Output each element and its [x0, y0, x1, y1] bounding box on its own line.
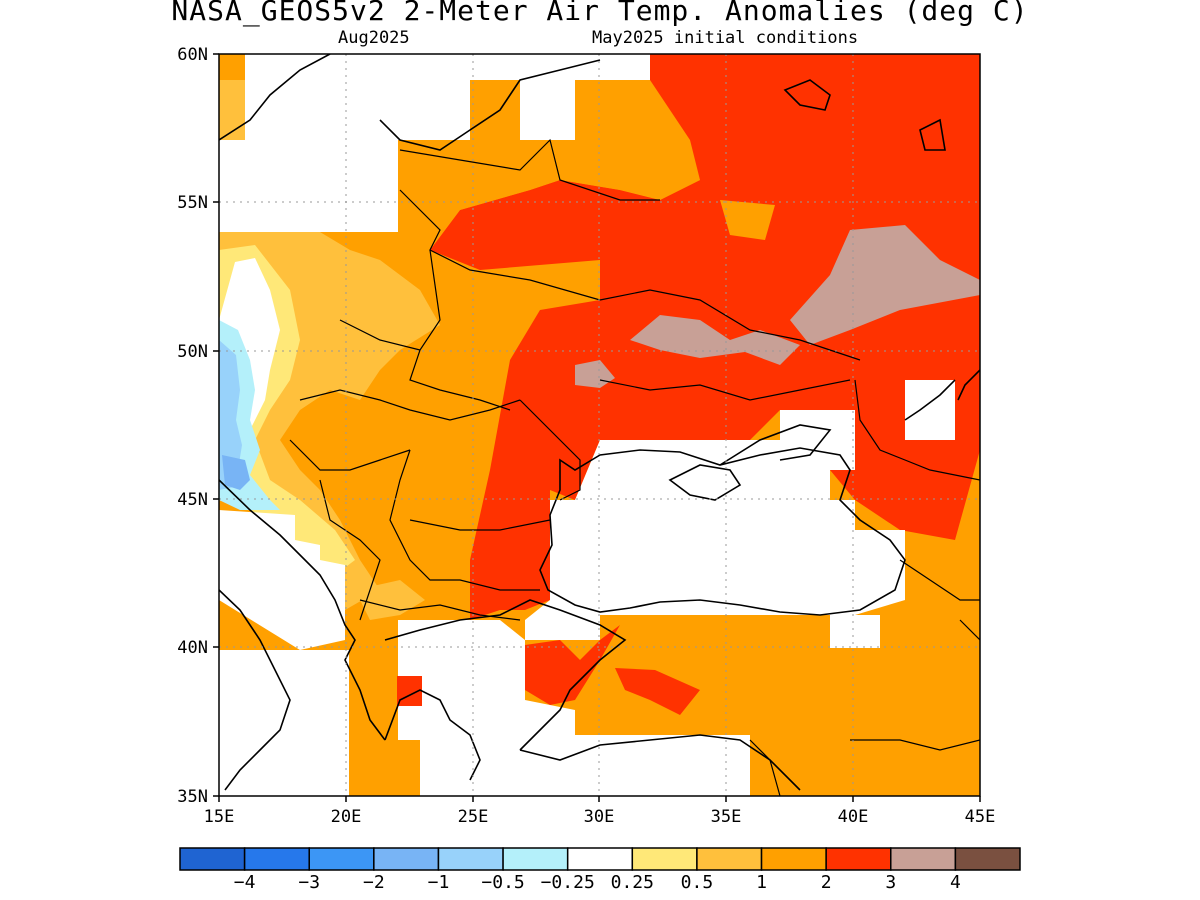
- gridlines: [219, 54, 980, 796]
- border-line: [519, 399, 581, 501]
- lon-tick-label: 35E: [711, 807, 742, 827]
- aegean-coast: [384, 599, 627, 751]
- colorbar-swatch: [825, 847, 892, 871]
- shade-1-to-2: [398, 80, 700, 250]
- colorbar-label: 3: [885, 872, 896, 893]
- lat-tick-label: 60N: [177, 45, 208, 65]
- border-line: [409, 249, 511, 411]
- lon-tick-label: 15E: [204, 807, 235, 827]
- border-line: [399, 189, 601, 301]
- border-line: [899, 559, 980, 601]
- colorbar-swatch: [502, 847, 569, 871]
- adriatic-coast: [219, 479, 386, 741]
- crimea-coast: [668, 464, 742, 501]
- lon-tick-label: 40E: [838, 807, 869, 827]
- black-sea-coast: [539, 447, 906, 616]
- colorbar-label: 2: [821, 872, 832, 893]
- colorbar-label: −4: [234, 872, 256, 893]
- colorbar-label: −0.25: [541, 872, 595, 893]
- colorbar-swatch: [179, 847, 246, 871]
- border-line: [409, 519, 551, 531]
- azov-coast: [719, 424, 832, 466]
- forecast-month-label: Aug2025: [338, 28, 410, 48]
- colorbar-label: −2: [363, 872, 385, 893]
- longitude-labels: 15E 20E 25E 30E 35E 40E 45E: [204, 807, 996, 827]
- border-line: [319, 479, 381, 621]
- country-borders: [289, 138, 980, 796]
- lake-mask: [830, 615, 880, 648]
- border-line: [389, 449, 540, 591]
- lon-tick-label: 25E: [458, 807, 489, 827]
- border-line: [749, 619, 980, 796]
- sea-mask: [219, 650, 349, 796]
- shade-neg-0.5-to-neg-1: [219, 340, 245, 490]
- initial-conditions-label: May2025 initial conditions: [592, 28, 859, 48]
- colorbar-label: 4: [950, 872, 961, 893]
- lake-coast: [783, 79, 946, 151]
- colorbar-label: −1: [428, 872, 450, 893]
- colorbar-swatch: [760, 847, 827, 871]
- caspian-coast: [904, 369, 980, 421]
- colorbar-swatch: [890, 847, 957, 871]
- shade-neg-1-to-neg-2: [222, 455, 250, 490]
- border-line: [359, 599, 521, 621]
- border-line: [399, 138, 660, 201]
- shade-3-to-4: [790, 225, 980, 345]
- italy-coast: [219, 589, 291, 791]
- coastlines: [219, 54, 980, 791]
- colorbar-swatch: [308, 847, 375, 871]
- colorbar-label: 0.5: [681, 872, 714, 893]
- colorbar-swatch: [631, 847, 698, 871]
- axis-ticks: [213, 53, 981, 802]
- latitude-labels: 35N 40N 45N 50N 55N 60N: [177, 45, 208, 807]
- colorbar-label: −3: [298, 872, 320, 893]
- border-line: [599, 379, 851, 401]
- baltic-coast: [219, 54, 601, 151]
- colorbar: −4 −3 −2 −1 −0.5 −0.25 0.25 0.5 1 2 3 4: [179, 847, 1021, 893]
- colorbar-label: 0.25: [611, 872, 654, 893]
- lon-tick-label: 20E: [331, 807, 362, 827]
- masked-area: [219, 54, 650, 232]
- black-sea-mask: [525, 410, 905, 640]
- lat-tick-label: 45N: [177, 490, 208, 510]
- lon-tick-label: 45E: [965, 807, 996, 827]
- anatolia-south-coast: [519, 734, 801, 791]
- shade-0.5-to-1: [355, 580, 425, 620]
- border-line: [854, 379, 980, 481]
- border-line: [339, 319, 421, 351]
- aegean-mask: [398, 620, 750, 796]
- colorbar-swatch: [566, 847, 634, 871]
- shade-3-to-4: [630, 315, 800, 365]
- border-line: [599, 289, 861, 361]
- lon-tick-label: 30E: [584, 807, 615, 827]
- lat-tick-label: 55N: [177, 193, 208, 213]
- colorbar-swatch: [696, 847, 763, 871]
- colorbar-swatch: [437, 847, 504, 871]
- colorbar-label: 1: [756, 872, 767, 893]
- shade-2-to-3: [615, 668, 700, 715]
- caspian-mask: [905, 380, 955, 440]
- adriatic-mask: [219, 510, 345, 650]
- greece-coast: [384, 689, 481, 781]
- colorbar-swatch: [954, 847, 1021, 871]
- shade-2-to-3: [525, 625, 620, 705]
- colorbar-swatch: [373, 847, 440, 871]
- colorbar-label: −0.5: [481, 872, 524, 893]
- border-line: [299, 389, 521, 421]
- border-line: [289, 439, 411, 471]
- map-title: NASA_GEOS5v2 2-Meter Air Temp. Anomalies…: [171, 0, 1029, 27]
- shade-0.5-to-1: [219, 80, 245, 140]
- lat-tick-label: 35N: [177, 787, 208, 807]
- shade-1-to-2: [720, 200, 775, 240]
- lat-tick-label: 40N: [177, 638, 208, 658]
- lat-tick-label: 50N: [177, 342, 208, 362]
- colorbar-swatch: [243, 847, 310, 871]
